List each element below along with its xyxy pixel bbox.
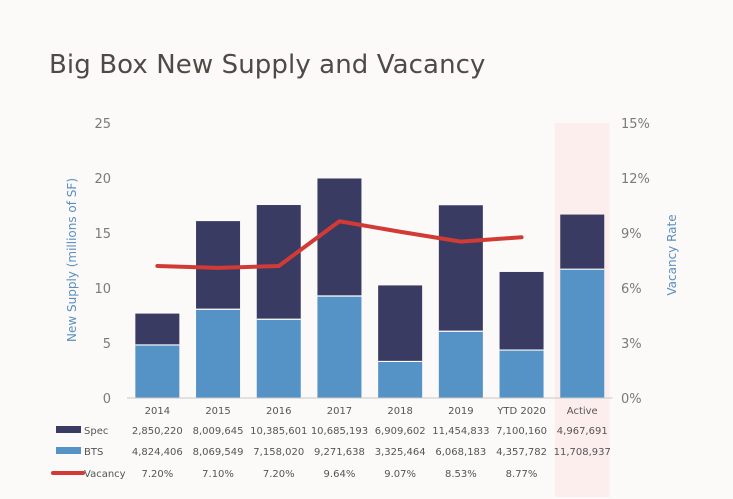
bar-spec: [317, 178, 362, 297]
legend-label: Vacancy: [84, 469, 126, 480]
bar-spec: [256, 205, 301, 320]
table-cell: 11,708,937: [554, 447, 611, 458]
table-cell: 4,824,406: [132, 447, 183, 458]
bar-bts: [378, 361, 423, 398]
bar-bts: [499, 350, 544, 398]
bar-bts: [196, 309, 241, 398]
bar-bts: [560, 269, 605, 398]
bar-bts: [317, 296, 362, 398]
table-cell: 7,158,020: [253, 447, 304, 458]
y-tick-label: 5: [103, 337, 111, 352]
y2-tick-label: 12%: [621, 172, 650, 187]
y2-tick-label: 3%: [621, 337, 642, 352]
y-tick-label: 25: [94, 117, 111, 132]
y2-tick-label: 15%: [621, 117, 650, 132]
bar-bts: [438, 331, 483, 398]
legend-label: BTS: [84, 447, 103, 458]
x-tick-label: 2019: [448, 406, 473, 417]
table-cell: 6,909,602: [375, 426, 426, 437]
table-cell: 2,850,220: [132, 426, 183, 437]
table-cell: 10,685,193: [311, 426, 368, 437]
table-cell: 8,009,645: [193, 426, 244, 437]
table-cell: 4,357,782: [496, 447, 547, 458]
table-cell: 8,069,549: [193, 447, 244, 458]
legend-label: Spec: [84, 426, 108, 437]
legend-swatch-bts: [56, 447, 81, 454]
table-cell: 8.77%: [506, 469, 538, 480]
y2-tick-label: 9%: [621, 227, 642, 242]
bar-spec: [560, 214, 605, 270]
bar-spec: [438, 205, 483, 332]
bar-spec: [378, 285, 423, 362]
y-tick-label: 0: [103, 392, 111, 407]
y2-tick-label: 6%: [621, 282, 642, 297]
x-tick-label: 2015: [205, 406, 230, 417]
table-cell: 6,068,183: [435, 447, 486, 458]
bar-spec: [135, 313, 180, 345]
y-tick-label: 15: [94, 227, 111, 242]
table-cell: 7.10%: [202, 469, 234, 480]
x-tick-label: 2018: [387, 406, 412, 417]
table-cell: 3,325,464: [375, 447, 426, 458]
x-tick-label: 2014: [145, 406, 170, 417]
chart-title: Big Box New Supply and Vacancy: [49, 50, 486, 80]
x-tick-label: YTD 2020: [496, 406, 546, 417]
table-cell: 8.53%: [445, 469, 477, 480]
table-cell: 7.20%: [263, 469, 295, 480]
bar-spec: [499, 271, 544, 351]
table-cell: 9.64%: [324, 469, 356, 480]
table-cell: 9,271,638: [314, 447, 365, 458]
vacancy-line: [155, 219, 524, 270]
table-cell: 7.20%: [141, 469, 173, 480]
legend-swatch-spec: [56, 426, 81, 433]
x-tick-label: 2017: [327, 406, 352, 417]
y2-axis-label: Vacancy Rate: [665, 214, 679, 295]
y-tick-label: 20: [94, 172, 111, 187]
table-cell: 7,100,160: [496, 426, 547, 437]
table-cell: 11,454,833: [432, 426, 489, 437]
table-cell: 9.07%: [384, 469, 416, 480]
y2-tick-label: 0%: [621, 392, 642, 407]
y-tick-label: 10: [94, 282, 111, 297]
bar-bts: [135, 344, 180, 398]
y-axis-label: New Supply (millions of SF): [65, 178, 79, 342]
table-cell: 10,385,601: [250, 426, 307, 437]
bar-spec: [196, 221, 241, 310]
x-tick-label: 2016: [266, 406, 291, 417]
x-tick-label: Active: [567, 406, 598, 417]
table-cell: 4,967,691: [557, 426, 608, 437]
bar-bts: [256, 319, 301, 398]
